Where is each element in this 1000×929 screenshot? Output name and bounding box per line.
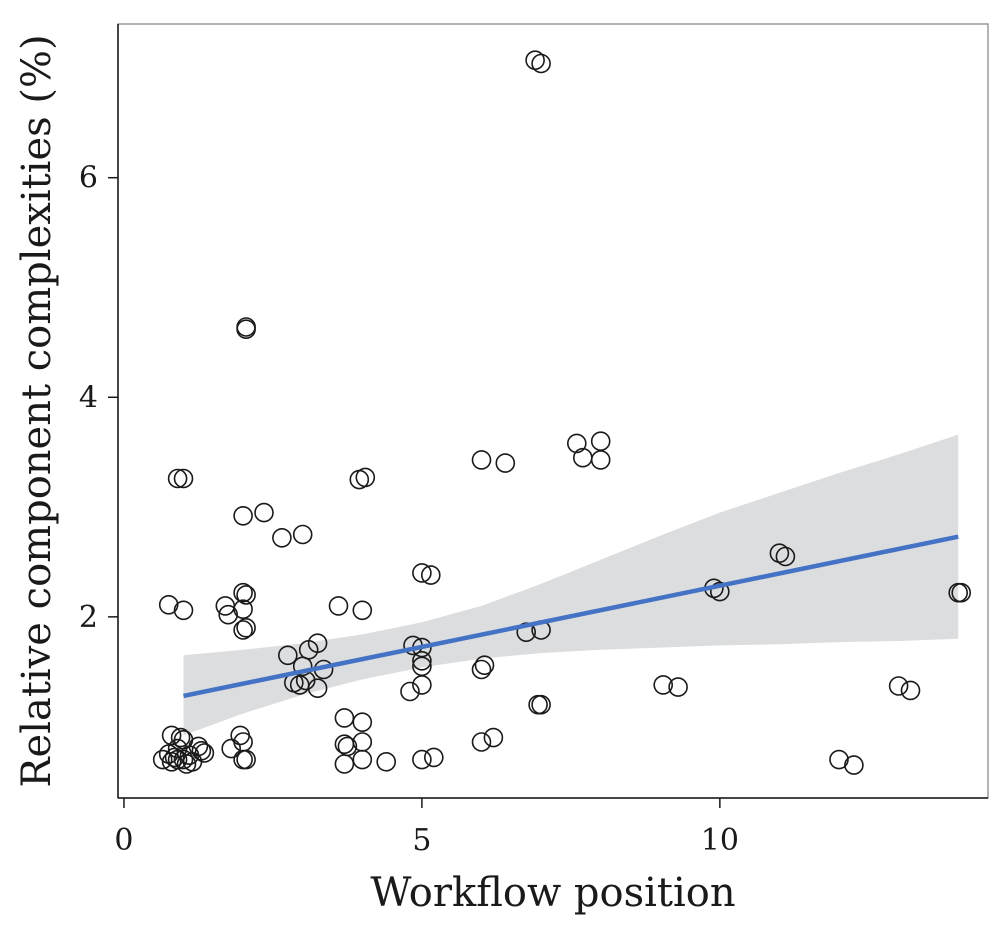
data-point — [572, 447, 593, 468]
data-point — [775, 546, 796, 567]
data-point — [471, 450, 492, 470]
data-point — [272, 527, 292, 548]
data-point — [653, 675, 674, 695]
data-point — [236, 585, 256, 605]
data-point — [412, 650, 432, 671]
data-point — [709, 581, 730, 602]
y-tick-label: 2 — [79, 600, 98, 635]
data-point — [161, 725, 182, 746]
data-point — [173, 600, 194, 621]
data-point — [221, 738, 241, 759]
data-point — [173, 749, 194, 770]
data-point — [412, 675, 432, 695]
data-point — [566, 433, 587, 454]
data-point — [829, 749, 849, 770]
data-point — [277, 645, 298, 666]
data-point — [900, 680, 921, 701]
data-point — [400, 681, 420, 702]
data-point — [328, 596, 349, 616]
data-point — [483, 727, 504, 748]
data-point — [376, 751, 397, 772]
data-point — [167, 749, 188, 770]
data-point — [420, 565, 441, 585]
regression-line — [183, 534, 959, 699]
data-point — [191, 740, 212, 761]
data-point — [194, 743, 215, 763]
data-point — [590, 450, 611, 470]
y-axis-label: Relative component complexities (%) — [14, 34, 60, 787]
data-point — [152, 749, 173, 770]
data-point — [218, 604, 238, 625]
data-point — [334, 708, 355, 728]
data-point — [844, 755, 864, 775]
data-point — [233, 599, 253, 620]
data-point — [352, 749, 373, 770]
x-axis-label: Workflow position — [370, 870, 735, 916]
x-tick-label: 5 — [412, 823, 431, 858]
data-point — [236, 749, 256, 770]
data-point — [158, 594, 179, 615]
data-point — [531, 53, 551, 74]
data-point — [423, 747, 444, 768]
data-point — [352, 712, 373, 733]
data-point — [352, 600, 373, 621]
data-point — [307, 678, 328, 699]
data-point — [334, 754, 355, 774]
data-point — [233, 620, 253, 640]
data-point — [233, 505, 253, 526]
data-point — [236, 317, 256, 337]
data-point — [474, 655, 495, 676]
data-point — [173, 729, 194, 750]
data-point — [668, 677, 688, 697]
data-point — [164, 747, 185, 768]
x-tick-label: 0 — [114, 823, 133, 858]
data-point — [307, 633, 328, 654]
data-point — [951, 582, 972, 603]
data-point — [888, 676, 909, 696]
data-point — [233, 582, 253, 603]
data-point — [412, 749, 432, 770]
data-point — [495, 453, 516, 473]
x-tick-label: 10 — [701, 823, 739, 858]
data-point — [167, 468, 188, 489]
data-point — [170, 727, 191, 748]
data-point — [236, 617, 256, 638]
y-axis: 2 4 6 — [79, 24, 119, 798]
data-point — [254, 502, 274, 523]
confidence-band — [183, 434, 959, 736]
data-point — [412, 563, 432, 583]
data-point — [590, 431, 611, 452]
data-point — [471, 659, 492, 680]
data-point — [292, 524, 313, 545]
data-point — [471, 732, 492, 752]
data-point — [355, 467, 376, 488]
y-tick-label: 6 — [79, 161, 98, 196]
x-axis: 0 5 10 — [114, 797, 988, 858]
y-tick-label: 4 — [79, 380, 98, 415]
data-point — [173, 468, 194, 489]
data-point — [528, 694, 548, 715]
